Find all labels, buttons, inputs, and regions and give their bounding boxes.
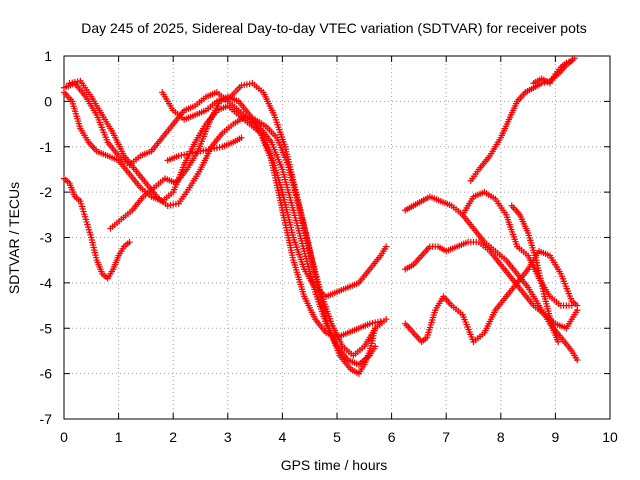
data-point: [372, 325, 379, 332]
series-track-6: [60, 175, 133, 282]
series-track-1: [60, 80, 390, 300]
y-tick-label: -7: [40, 411, 53, 427]
data-point: [126, 238, 133, 246]
data-point: [382, 315, 390, 323]
y-tick-label: 0: [44, 93, 52, 109]
data-point: [238, 134, 245, 141]
data-point: [568, 57, 575, 64]
x-tick-label: 3: [224, 429, 232, 445]
y-tick-label: -3: [40, 230, 53, 246]
series-track-14: [530, 57, 575, 87]
series-track-10: [402, 247, 581, 346]
x-tick-label: 6: [388, 429, 396, 445]
x-tick-label: 9: [552, 429, 560, 445]
x-tick-label: 5: [333, 429, 341, 445]
x-tick-label: 0: [60, 429, 68, 445]
y-tick-label: -2: [40, 184, 53, 200]
y-tick-label: -6: [40, 366, 53, 382]
data-point: [574, 356, 581, 364]
x-tick-label: 1: [115, 429, 123, 445]
chart-title: Day 245 of 2025, Sidereal Day-to-day VTE…: [81, 20, 587, 36]
series-track-12: [508, 202, 562, 346]
x-tick-label: 2: [169, 429, 177, 445]
data-point: [372, 343, 379, 350]
x-tick-label: 4: [279, 429, 287, 445]
data-point: [382, 243, 390, 250]
x-axis-label: GPS time / hours: [281, 457, 388, 473]
series-track-7: [164, 134, 245, 164]
data-point: [574, 302, 581, 309]
series-track-13: [467, 55, 578, 184]
x-tick-label: 10: [602, 429, 618, 445]
series-track-2: [60, 89, 384, 341]
data-point: [568, 302, 575, 309]
data-marks: [60, 55, 581, 377]
y-axis-label: SDTVAR / TECUs: [6, 182, 22, 294]
y-tick-label: -4: [40, 275, 53, 291]
grid-lines: [64, 56, 610, 419]
data-point: [554, 338, 562, 346]
y-tick-label: -1: [40, 139, 53, 155]
series-track-11: [459, 188, 575, 309]
y-tick-label: -5: [40, 320, 53, 336]
axes: 0 1 2 3 4 5 6 7 8 9 10 -7 -6 -5 -4 -3 -2 -1 0 1: [40, 48, 618, 445]
y-tick-label: 1: [44, 48, 52, 64]
plot-frame: [63, 55, 611, 420]
x-tick-label: 8: [497, 429, 505, 445]
series-track-5: [159, 89, 379, 368]
x-tick-label: 7: [442, 429, 450, 445]
